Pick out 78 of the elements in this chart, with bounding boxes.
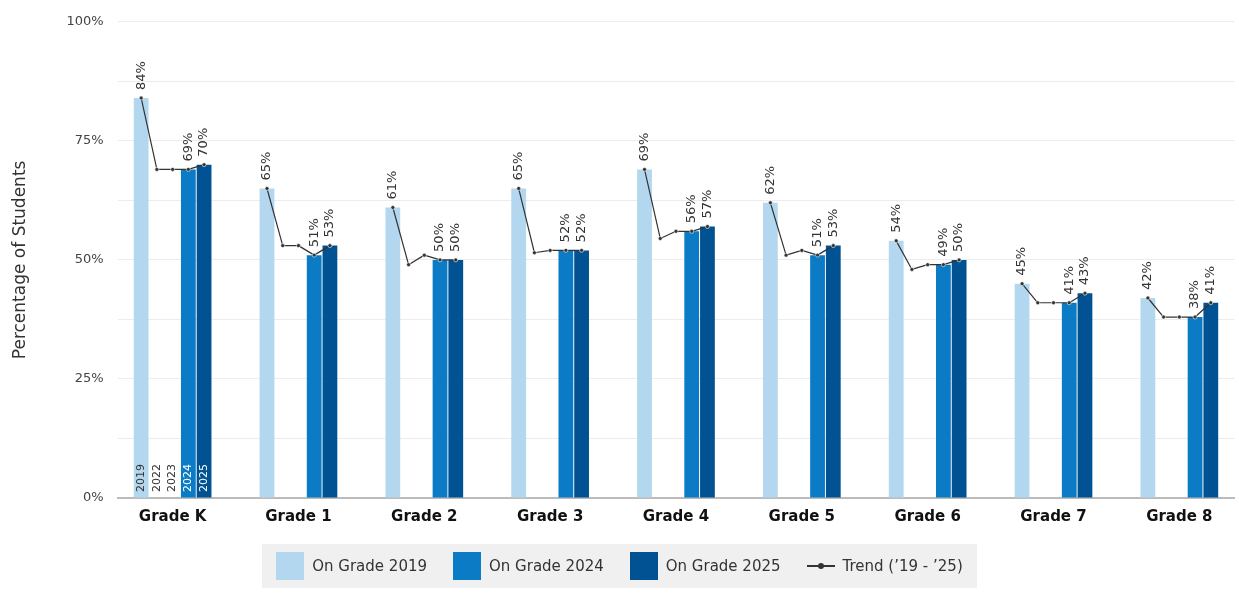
data-label: 51% bbox=[305, 218, 321, 248]
data-label: 52% bbox=[572, 213, 588, 243]
data-label: 57% bbox=[698, 189, 714, 219]
bar bbox=[1203, 302, 1219, 498]
data-label: 65% bbox=[510, 151, 526, 181]
data-label: 41% bbox=[1060, 265, 1076, 295]
data-label: 61% bbox=[384, 170, 400, 200]
bar bbox=[700, 226, 715, 498]
data-label: 42% bbox=[1139, 261, 1155, 290]
data-label: 53% bbox=[824, 208, 840, 238]
data-label: 50% bbox=[950, 222, 966, 252]
data-label: 38% bbox=[1186, 280, 1202, 310]
data-label: 70% bbox=[195, 127, 211, 157]
data-label: 52% bbox=[557, 213, 573, 243]
data-label: 84% bbox=[132, 61, 148, 90]
annotation: 2025 bbox=[196, 464, 210, 492]
legend-label: On Grade 2024 bbox=[489, 557, 604, 575]
x-tick-label: Grade K bbox=[138, 506, 208, 525]
annotation: 2024 bbox=[181, 464, 195, 492]
bar bbox=[322, 245, 338, 498]
y-tick-label: 25% bbox=[74, 370, 104, 386]
data-label: 65% bbox=[258, 151, 274, 181]
bar bbox=[637, 169, 652, 498]
bar bbox=[511, 188, 527, 498]
legend-label: On Grade 2019 bbox=[312, 557, 428, 575]
y-axis-title: Percentage of Students bbox=[8, 160, 29, 360]
x-tick-label: Grade 7 bbox=[1020, 506, 1087, 525]
bar bbox=[1140, 298, 1156, 498]
bar bbox=[574, 250, 589, 498]
bar bbox=[259, 188, 275, 498]
legend-label: On Grade 2025 bbox=[665, 557, 781, 575]
data-label: 43% bbox=[1076, 256, 1092, 286]
bar bbox=[936, 264, 951, 498]
y-tick-label: 100% bbox=[66, 13, 104, 29]
data-label: 56% bbox=[683, 194, 699, 224]
bar bbox=[762, 202, 778, 498]
data-label: 62% bbox=[761, 165, 777, 195]
data-label: 53% bbox=[321, 208, 337, 238]
annotation: 2022 bbox=[149, 464, 163, 492]
bar bbox=[888, 240, 904, 498]
bar bbox=[133, 97, 149, 498]
bar bbox=[1014, 283, 1030, 498]
data-label: 41% bbox=[1202, 265, 1218, 295]
data-label: 50% bbox=[447, 222, 463, 252]
bar bbox=[306, 255, 322, 498]
legend-label: Trend (’19 - ’25) bbox=[842, 557, 963, 575]
bar bbox=[558, 250, 574, 498]
bar bbox=[448, 259, 464, 498]
x-tick-label: Grade 1 bbox=[265, 506, 332, 525]
bar bbox=[196, 164, 212, 498]
x-tick-label: Grade 6 bbox=[894, 506, 961, 525]
data-label: 54% bbox=[887, 203, 903, 233]
bar bbox=[1077, 293, 1093, 498]
data-label: 51% bbox=[808, 218, 824, 248]
x-tick-label: Grade 8 bbox=[1146, 506, 1213, 525]
bar bbox=[1061, 302, 1077, 498]
x-tick-label: Grade 5 bbox=[768, 506, 836, 525]
bar bbox=[432, 259, 448, 498]
bar bbox=[1187, 317, 1203, 498]
data-label: 45% bbox=[1013, 246, 1029, 276]
bar bbox=[810, 255, 825, 498]
y-tick-label: 50% bbox=[74, 251, 104, 267]
data-label: 69% bbox=[179, 132, 195, 162]
annotation: 2019 bbox=[134, 464, 148, 492]
x-tick-label: Grade 2 bbox=[391, 506, 458, 525]
bar bbox=[180, 169, 196, 498]
x-tick-label: Grade 3 bbox=[516, 506, 584, 525]
bar bbox=[951, 259, 967, 498]
y-tick-label: 0% bbox=[82, 489, 104, 505]
data-label: 49% bbox=[934, 227, 950, 257]
bar bbox=[825, 245, 841, 498]
bar bbox=[684, 231, 700, 498]
bar bbox=[385, 207, 401, 498]
data-label: 50% bbox=[431, 222, 447, 252]
annotation: 2023 bbox=[165, 464, 179, 492]
data-label: 69% bbox=[635, 132, 651, 162]
y-tick-label: 75% bbox=[74, 132, 104, 148]
x-tick-label: Grade 4 bbox=[642, 506, 710, 525]
